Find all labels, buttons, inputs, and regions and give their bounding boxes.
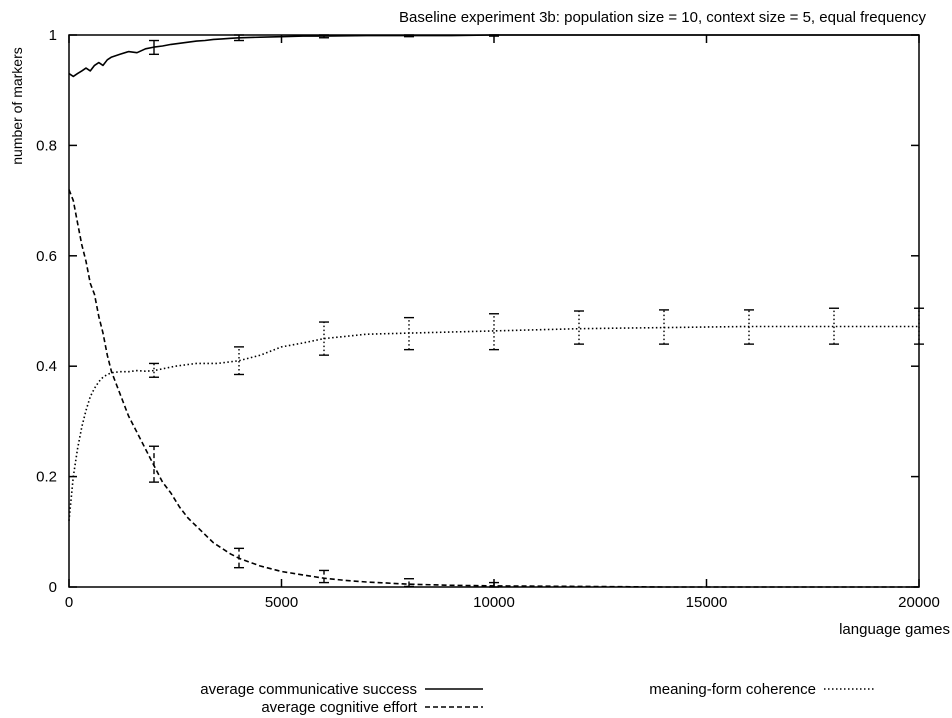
series-line-1 xyxy=(68,34,919,78)
x-tick-label: 10000 xyxy=(473,594,515,611)
legend-label-3: meaning-form coherence xyxy=(649,681,816,698)
y-tick-label: 0.4 xyxy=(36,358,57,375)
y-tick-label: 0 xyxy=(49,579,57,596)
plot-area: 0 5000 10000 15000 20000 0 0.2 0.4 0.6 0.8 1 xyxy=(36,27,940,611)
x-tick-label: 20000 xyxy=(898,594,940,611)
x-tick-label: 15000 xyxy=(686,594,728,611)
x-axis-label: language games xyxy=(839,621,950,638)
legend-label-2: average cognitive effort xyxy=(261,699,417,716)
series-line-3 xyxy=(68,325,919,521)
y-tick-label: 0.8 xyxy=(36,137,57,154)
y-tick-label: 0.2 xyxy=(36,469,57,486)
y-tick-label: 0.6 xyxy=(36,248,57,265)
plot-frame xyxy=(68,34,920,588)
x-tick-label: 5000 xyxy=(265,594,298,611)
y-axis-label: number of markers xyxy=(9,47,25,164)
chart-title: Baseline experiment 3b: population size … xyxy=(399,9,926,26)
legend-label-1: average communicative success xyxy=(200,681,417,698)
x-tick-label: 0 xyxy=(65,594,73,611)
series-line-2 xyxy=(68,189,919,588)
y-tick-label: 1 xyxy=(49,27,57,44)
